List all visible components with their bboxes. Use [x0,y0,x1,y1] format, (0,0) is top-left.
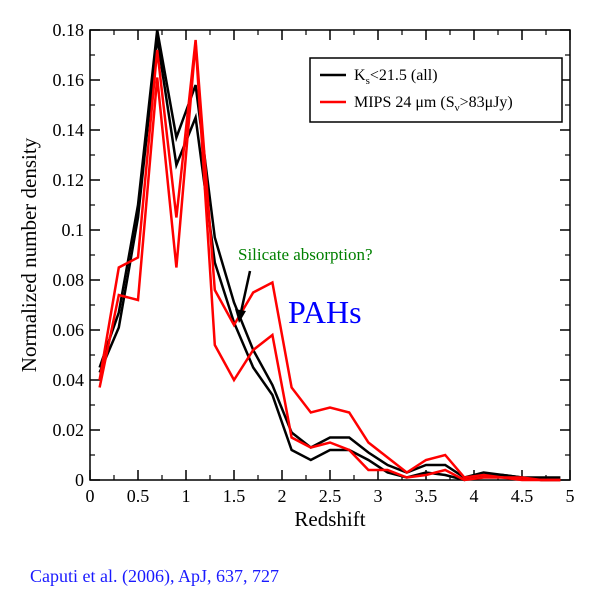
y-tick-label: 0.14 [53,120,85,140]
legend-label-black: Ks<21.5 (all) [354,67,438,87]
citation-reference: Caputi et al. (2006), ApJ, 637, 727 [30,566,279,586]
x-tick-label: 0.5 [127,486,150,506]
y-tick-label: 0.06 [53,320,85,340]
x-tick-label: 2.5 [319,486,342,506]
x-tick-label: 1 [182,486,191,506]
legend-box [309,57,563,123]
x-tick-label: 2 [278,486,287,506]
x-tick-label: 1.5 [223,486,246,506]
y-tick-label: 0.04 [53,370,85,390]
y-tick-label: 0 [75,470,84,490]
data-series [98,29,561,482]
tick-labels: 0 0.5 1 1.5 2 2.5 3 3.5 4 4.5 5 0 0.02 0.04 0.06 0.08 0.… [53,20,575,506]
tick-marks [89,29,571,481]
x-tick-label: 0 [86,486,95,506]
x-tick-label: 4 [470,486,479,506]
series-line-1 [98,29,561,479]
x-tick-label: 3 [374,486,383,506]
x-tick-label: 5 [566,486,575,506]
series-line-3 [98,39,561,482]
y-tick-label: 0.16 [53,70,85,90]
x-tick-label: 4.5 [511,486,534,506]
series-line-4 [98,42,561,482]
x-tick-label: 3.5 [415,486,438,506]
y-tick-label: 0.1 [62,220,85,240]
legend: Ks<21.5 (all) MIPS 24 μm (Sν>83μJy) [309,57,563,123]
annotation-silicate-absorption: Silicate absorption? [238,245,373,264]
y-axis-title: Normalized number density [17,137,41,372]
annotation-pahs: PAHs [288,294,362,330]
y-tick-label: 0.18 [53,20,85,40]
y-tick-label: 0.12 [53,170,85,190]
y-tick-label: 0.02 [53,420,85,440]
annotation-arrow [235,270,252,323]
y-tick-label: 0.08 [53,270,85,290]
legend-label-red: MIPS 24 μm (Sν>83μJy) [354,94,513,114]
x-axis-title: Redshift [294,507,365,531]
